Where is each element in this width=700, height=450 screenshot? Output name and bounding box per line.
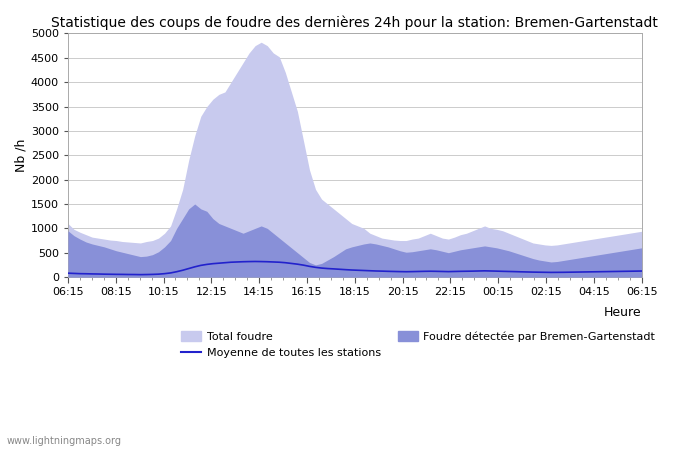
Text: www.lightningmaps.org: www.lightningmaps.org <box>7 436 122 446</box>
Legend: Total foudre, Moyenne de toutes les stations, Foudre détectée par Bremen-Gartens: Total foudre, Moyenne de toutes les stat… <box>177 327 659 363</box>
Y-axis label: Nb /h: Nb /h <box>15 139 28 172</box>
Text: Heure: Heure <box>604 306 642 320</box>
Title: Statistique des coups de foudre des dernières 24h pour la station: Bremen-Garten: Statistique des coups de foudre des dern… <box>51 15 658 30</box>
